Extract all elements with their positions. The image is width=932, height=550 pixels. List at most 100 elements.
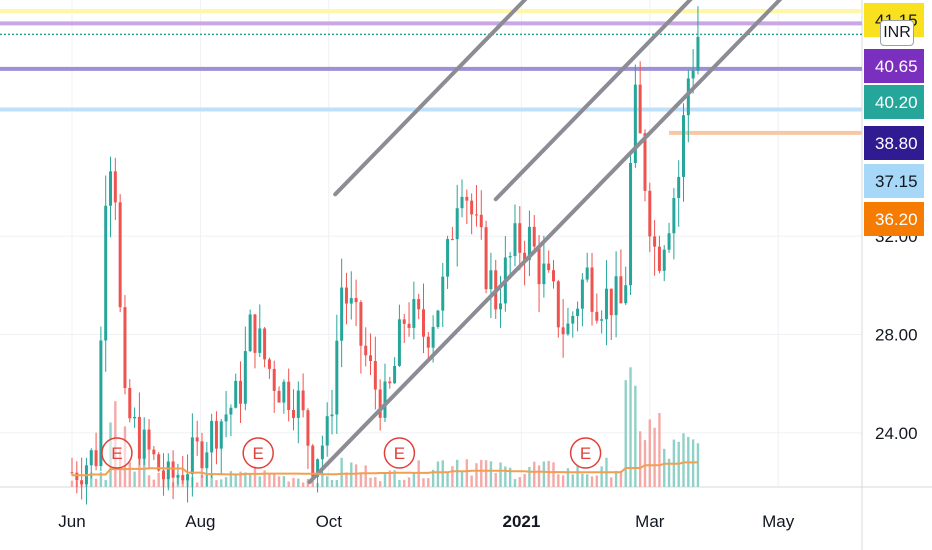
- price-tag: [864, 202, 924, 236]
- volume-bar: [364, 465, 367, 487]
- volume-bar: [99, 472, 103, 487]
- volume-bar: [489, 461, 493, 487]
- candle-body: [527, 226, 531, 260]
- candle-body: [171, 461, 175, 478]
- candle-body: [518, 223, 522, 253]
- candle-body: [446, 239, 450, 277]
- volume-bar: [634, 385, 637, 487]
- candle-body: [291, 409, 295, 418]
- candle-body: [388, 381, 392, 384]
- volume-bar: [571, 474, 574, 487]
- candle-body: [210, 420, 214, 453]
- x-axis[interactable]: Jun Aug Oct 2021 Mar May: [58, 512, 794, 531]
- volume-bar: [643, 440, 647, 487]
- candle-body: [691, 70, 695, 79]
- trend-channel-lines[interactable]: [307, 0, 865, 485]
- candle-body: [258, 328, 262, 353]
- volume-bar: [200, 475, 204, 487]
- candle-body: [75, 472, 79, 481]
- candlesticks: [70, 6, 700, 505]
- volume-bar: [157, 472, 160, 487]
- candle-body: [590, 267, 594, 312]
- volume-bar: [451, 466, 454, 487]
- candle-body: [161, 470, 165, 480]
- candle-body: [407, 323, 411, 328]
- x-tick-label: Mar: [635, 512, 665, 531]
- earnings-marker[interactable]: [569, 437, 602, 469]
- candle-body: [195, 437, 199, 442]
- volume-bar: [610, 477, 613, 487]
- candle-body: [638, 84, 642, 134]
- candle-body: [282, 381, 286, 403]
- volume-bar: [325, 476, 329, 487]
- volume-bar: [195, 482, 199, 487]
- volume-bar: [273, 473, 276, 487]
- channel-line[interactable]: [307, 0, 865, 485]
- volume-bar: [378, 481, 382, 487]
- volume-bar: [547, 460, 550, 487]
- candle-body: [176, 475, 180, 478]
- candle-body: [421, 309, 425, 337]
- candle-body: [672, 198, 676, 234]
- volume-bar: [282, 476, 286, 487]
- volume-bar: [90, 472, 93, 487]
- earnings-marker[interactable]: [383, 437, 416, 469]
- volume-bar: [94, 478, 98, 487]
- volume-bar: [263, 470, 266, 487]
- x-tick-label: Oct: [316, 512, 343, 531]
- candle-body: [402, 319, 406, 324]
- candle-body: [624, 285, 628, 304]
- currency-label[interactable]: INR: [880, 20, 914, 46]
- volume-bar: [268, 473, 271, 487]
- candle-body: [547, 263, 551, 271]
- volume-bar: [682, 433, 685, 487]
- candle-body: [99, 340, 103, 467]
- volume-bar: [258, 476, 261, 487]
- candle-body: [455, 208, 459, 240]
- candle-body: [479, 214, 483, 228]
- volume-bar: [518, 477, 521, 487]
- candle-body: [657, 246, 661, 271]
- candle-body: [133, 416, 137, 419]
- earnings-marker[interactable]: [242, 437, 274, 469]
- volume-bar: [422, 478, 425, 487]
- volume-ma-line: [72, 461, 698, 477]
- candle-body: [364, 345, 368, 356]
- volume-bar: [653, 427, 656, 487]
- price-tag-label: 40.20: [875, 93, 918, 112]
- candle-body: [417, 299, 421, 310]
- volume-bar: [533, 461, 536, 487]
- candle-body: [118, 202, 122, 308]
- candle-body: [426, 336, 430, 348]
- candle-body: [267, 359, 271, 369]
- volume-bar: [239, 471, 242, 487]
- earnings-marker[interactable]: [101, 437, 133, 469]
- candle-body: [152, 449, 156, 455]
- candle-body: [316, 459, 320, 477]
- candle-body: [397, 319, 401, 366]
- volume-bar: [412, 473, 416, 487]
- volume-bar: [629, 367, 632, 487]
- volume-bar: [537, 465, 541, 487]
- volume-bar: [287, 481, 290, 487]
- volume-bar: [403, 479, 406, 487]
- earnings-marker-label: E: [111, 444, 122, 463]
- volume-bar: [566, 468, 570, 487]
- candle-body: [344, 287, 348, 304]
- candle-body: [80, 480, 84, 485]
- x-tick-label: May: [762, 512, 795, 531]
- candle-body: [532, 226, 536, 247]
- candle-body: [600, 319, 604, 321]
- volume-bar: [297, 478, 300, 487]
- channel-line[interactable]: [333, 0, 865, 197]
- earnings-marker-label: E: [580, 444, 591, 463]
- price-tag: [864, 49, 924, 83]
- volume-bar: [335, 479, 339, 487]
- price-tag-label: 37.15: [875, 172, 918, 191]
- channel-line[interactable]: [493, 0, 807, 202]
- candle-body: [474, 214, 478, 216]
- candle-body: [296, 390, 300, 418]
